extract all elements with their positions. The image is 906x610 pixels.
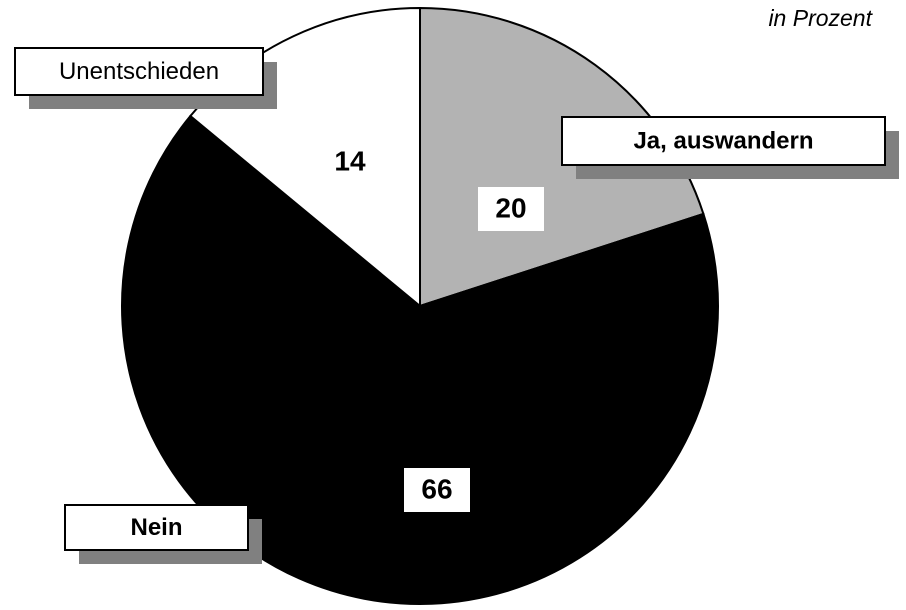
label-box (14, 47, 264, 96)
category-label: Nein (130, 514, 182, 541)
pie-slice (121, 114, 719, 605)
category-label: Ja, auswandern (633, 127, 813, 154)
value-box (478, 187, 544, 231)
value-box (404, 468, 470, 512)
label-box (561, 116, 886, 166)
chart-subtitle: in Prozent (768, 5, 873, 31)
value-label: 14 (334, 145, 366, 176)
category-label: Unentschieden (59, 58, 219, 85)
value-label: 20 (495, 192, 526, 223)
label-box (64, 504, 249, 551)
value-label: 66 (421, 473, 452, 504)
